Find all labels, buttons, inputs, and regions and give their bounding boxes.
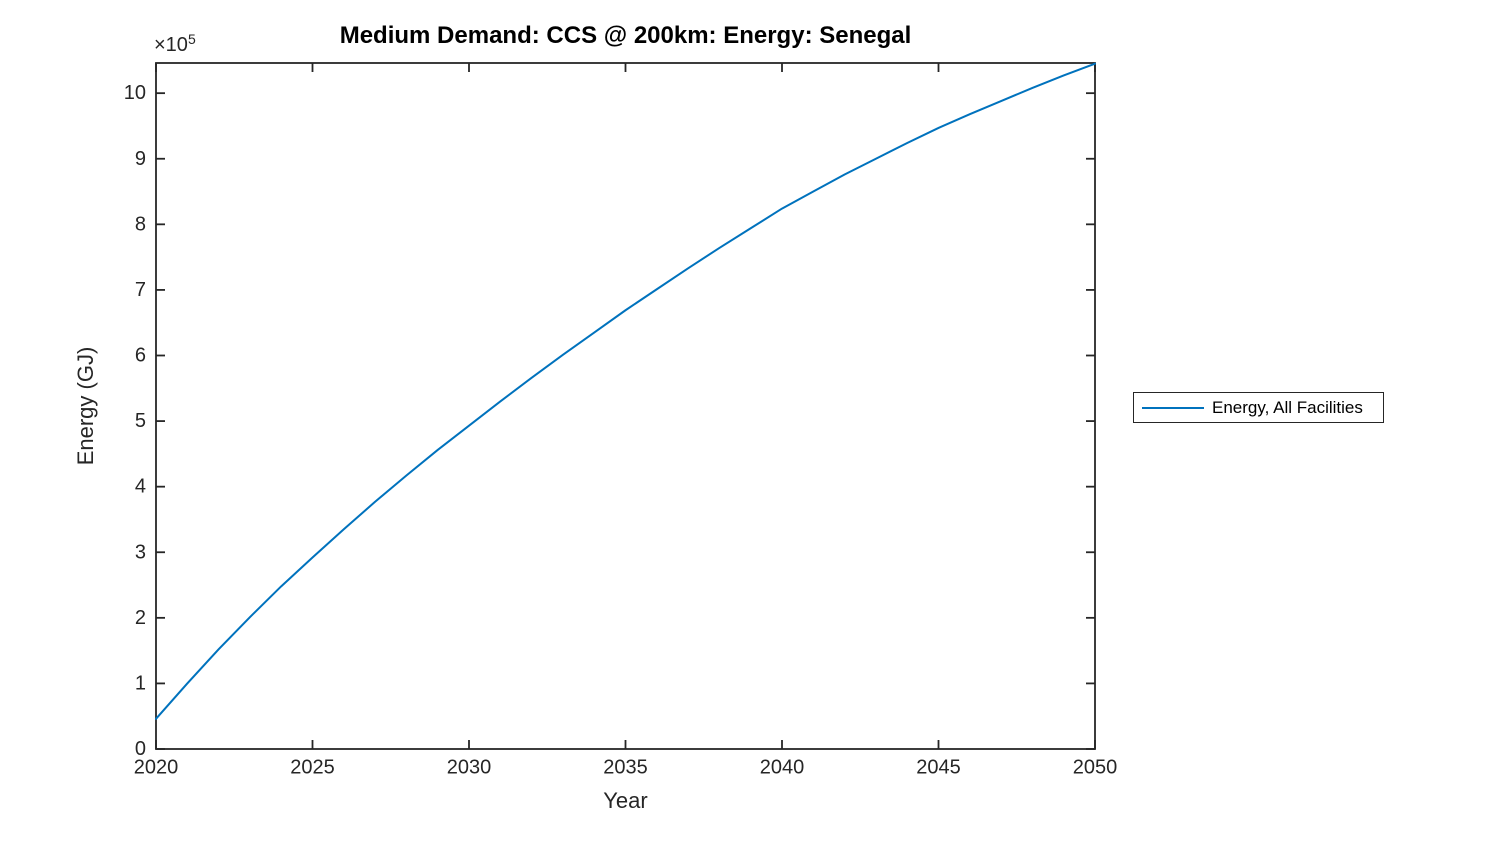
y-axis-exponent-base: ×10 xyxy=(154,34,188,56)
y-tick-label: 2 xyxy=(135,607,146,629)
y-tick-label: 4 xyxy=(135,476,146,498)
y-tick-label: 0 xyxy=(135,738,146,760)
x-tick-label: 2020 xyxy=(134,757,179,779)
y-tick-label: 7 xyxy=(135,279,146,301)
legend-line-sample xyxy=(1142,406,1204,409)
x-tick-label: 2050 xyxy=(1073,757,1118,779)
x-tick-label: 2035 xyxy=(603,757,648,779)
axes-box xyxy=(155,62,1096,750)
x-tick-label: 2045 xyxy=(916,757,961,779)
y-tick-label: 3 xyxy=(135,541,146,563)
x-tick-label: 2030 xyxy=(447,757,492,779)
y-tick-label: 1 xyxy=(135,672,146,694)
x-tick-label: 2025 xyxy=(290,757,335,779)
y-axis-exponent: ×105 xyxy=(154,31,196,57)
data-line-series xyxy=(155,62,1096,720)
chart-title: Medium Demand: CCS @ 200km: Energy: Sene… xyxy=(339,22,912,49)
y-tick-label: 8 xyxy=(135,213,146,235)
y-axis-exponent-power: 5 xyxy=(187,31,196,47)
legend-label: Energy, All Facilities xyxy=(1212,397,1363,417)
x-axis-label: Year xyxy=(603,788,648,813)
y-tick-label: 5 xyxy=(135,410,146,432)
y-tick-label: 10 xyxy=(124,82,146,104)
y-tick-label: 9 xyxy=(135,148,146,170)
y-tick-label: 6 xyxy=(135,345,146,367)
legend: Energy, All Facilities xyxy=(1133,392,1384,423)
x-tick-label: 2040 xyxy=(760,757,805,779)
